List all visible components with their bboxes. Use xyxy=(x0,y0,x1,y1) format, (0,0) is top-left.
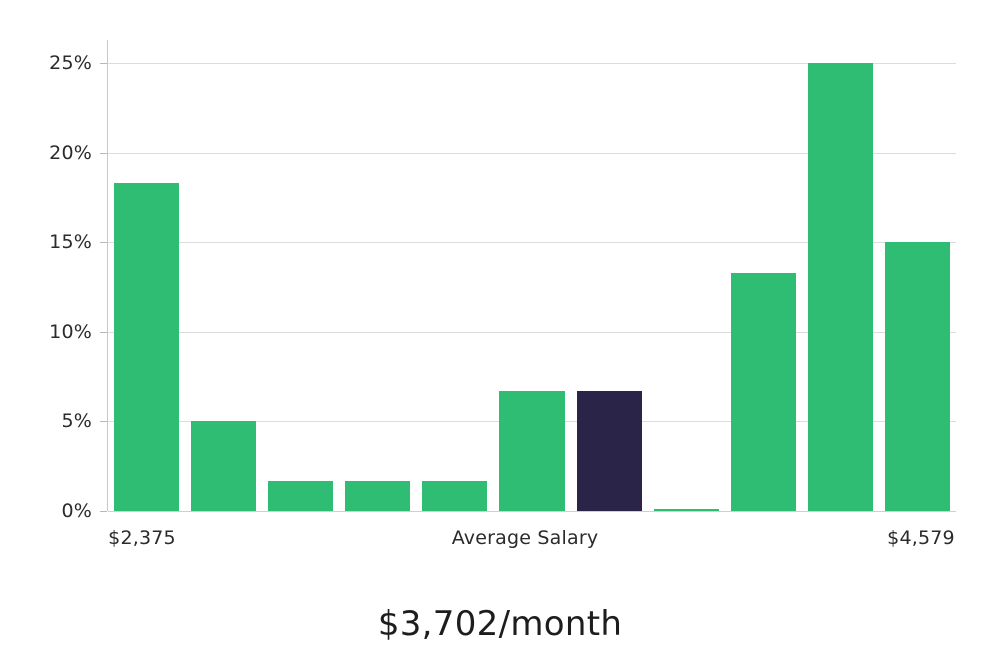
gridline xyxy=(100,511,956,512)
bar[interactable] xyxy=(345,480,411,511)
bar[interactable] xyxy=(884,242,950,511)
bar[interactable] xyxy=(653,509,719,511)
y-tick-mark xyxy=(100,63,107,64)
gridline xyxy=(100,331,956,333)
y-tick-label: 20% xyxy=(49,141,92,164)
gridline xyxy=(100,63,956,64)
bar[interactable] xyxy=(499,390,565,511)
bar[interactable] xyxy=(268,480,334,511)
y-tick-mark xyxy=(100,242,107,244)
y-tick-label: 0% xyxy=(61,500,92,522)
gridline xyxy=(100,242,956,244)
x-axis-title: Average Salary xyxy=(451,527,599,549)
y-tick-label: 10% xyxy=(49,320,92,343)
y-tick-mark xyxy=(100,331,107,333)
bar-highlighted[interactable] xyxy=(576,390,642,511)
y-axis-labels: 0% 5% 10% 15% 20% 25% xyxy=(0,0,92,580)
bar[interactable] xyxy=(807,63,873,511)
y-tick-label: 25% xyxy=(49,52,92,74)
gridline xyxy=(100,152,956,154)
y-tick-mark xyxy=(100,421,107,423)
y-tick-mark xyxy=(100,511,107,512)
chart-caption: $3,702/month xyxy=(377,604,623,644)
bar[interactable] xyxy=(191,421,257,511)
y-tick-label: 5% xyxy=(61,410,92,433)
y-tick-mark xyxy=(100,152,107,154)
x-tick-label-left: $2,375 xyxy=(108,527,176,549)
bar[interactable] xyxy=(114,183,180,511)
bar[interactable] xyxy=(422,480,488,511)
bar[interactable] xyxy=(730,272,796,511)
x-tick-label-right: $4,579 xyxy=(887,527,955,549)
y-tick-label: 15% xyxy=(49,231,92,254)
y-axis-line xyxy=(107,40,108,511)
bar-chart: 0% 5% 10% 15% 20% 25% $2,375 Average Salary $… xyxy=(0,0,1000,580)
x-axis-labels: $2,375 Average Salary $4,579 xyxy=(0,527,1000,561)
bar-series xyxy=(108,63,956,511)
